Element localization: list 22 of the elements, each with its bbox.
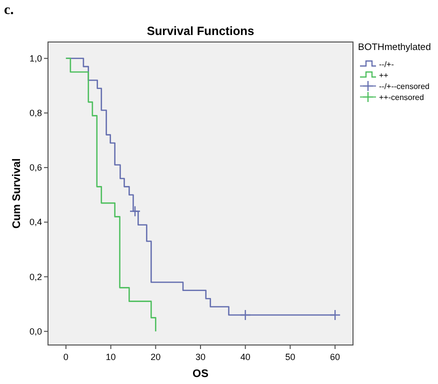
y-tick-label: 0,4 <box>29 217 42 228</box>
y-tick-label: 0,0 <box>29 326 42 336</box>
x-axis-title: OS <box>192 368 208 380</box>
text: c. <box>4 3 14 18</box>
legend-label: ++-censored <box>379 93 424 102</box>
legend-label: --/+--censored <box>379 82 430 91</box>
x-tick-label: 20 <box>150 352 161 362</box>
y-tick-label: 0,6 <box>29 162 42 173</box>
x-tick-label: 30 <box>195 352 206 362</box>
y-tick-label: 0,8 <box>29 108 42 118</box>
legend-label: --/+- <box>379 60 394 69</box>
y-axis-title: Cum Survival <box>11 158 23 229</box>
y-tick-label: 0,2 <box>29 272 42 282</box>
x-tick-label: 50 <box>285 352 296 362</box>
x-tick-label: 0 <box>63 352 68 362</box>
y-tick-label: 1,0 <box>29 53 42 64</box>
chart-title: Survival Functions <box>146 24 254 38</box>
legend-label: ++ <box>379 71 389 80</box>
x-tick-label: 60 <box>330 352 340 362</box>
x-tick-label: 10 <box>106 352 116 362</box>
legend-title: BOTHmethylated <box>358 42 431 53</box>
x-tick-label: 40 <box>240 352 250 362</box>
